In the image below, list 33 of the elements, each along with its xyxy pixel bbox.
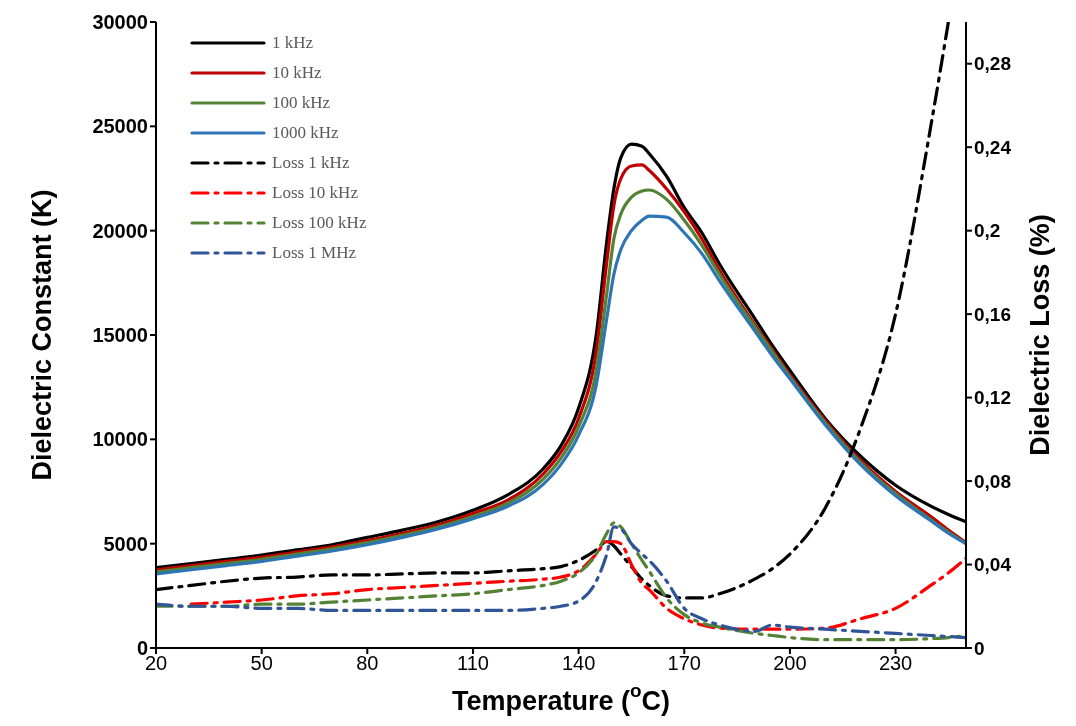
legend-label: Loss 1 kHz bbox=[272, 153, 350, 173]
y-tick-label: 20000 bbox=[92, 219, 148, 242]
y-tick-label: 5000 bbox=[103, 532, 148, 555]
legend-label: Loss 1 MHz bbox=[272, 243, 357, 263]
x-tick-label: 110 bbox=[457, 652, 489, 675]
y-axis-title: Dielectric Constant (K) bbox=[27, 189, 57, 481]
y2-tick-label: 0 bbox=[974, 637, 985, 659]
legend-label: 1000 kHz bbox=[272, 123, 339, 143]
x-axis-title: Temperature ($^{o}$C) bbox=[451, 680, 671, 716]
y-tick-label: 15000 bbox=[92, 324, 148, 347]
x-tick-label: 200 bbox=[773, 652, 807, 675]
legend-label: Loss 100 kHz bbox=[272, 213, 367, 233]
x-tick-label: 140 bbox=[561, 652, 596, 675]
y-tick-label: 10000 bbox=[92, 428, 148, 451]
y2-tick-label: 0,28 bbox=[974, 53, 1011, 75]
y2-tick-label: 0,2 bbox=[974, 220, 1001, 242]
x-tick-label: 230 bbox=[878, 652, 913, 675]
y2-tick-label: 0,24 bbox=[974, 136, 1012, 158]
legend-label: Loss 10 kHz bbox=[272, 183, 358, 203]
y-tick-label: 25000 bbox=[92, 115, 148, 138]
y2-tick-label: 0,12 bbox=[974, 387, 1011, 409]
y2-tick-label: 0,08 bbox=[974, 470, 1011, 492]
legend-label: 1 kHz bbox=[272, 33, 314, 53]
legend-label: 10 kHz bbox=[272, 63, 322, 83]
x-tick-label: 170 bbox=[667, 652, 701, 675]
x-tick-label: 80 bbox=[356, 652, 379, 675]
y2-axis-title: Dielectric Loss (%) bbox=[1025, 214, 1055, 456]
y2-tick-label: 0,04 bbox=[974, 554, 1012, 576]
y-tick-label: 30000 bbox=[92, 11, 148, 34]
legend-label: 100 kHz bbox=[272, 93, 331, 113]
x-tick-label: 50 bbox=[250, 652, 273, 675]
y2-tick-label: 0,16 bbox=[974, 303, 1011, 325]
line-series bbox=[189, 539, 966, 631]
